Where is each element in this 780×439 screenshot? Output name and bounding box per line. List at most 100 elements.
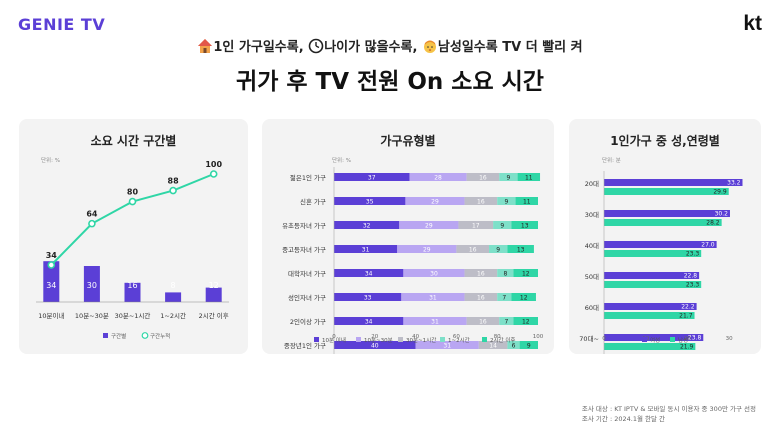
legend-swatch — [670, 337, 675, 342]
segment-value-label: 9 — [496, 247, 500, 254]
y-tick-label: 중장년1인 가구 — [284, 341, 326, 350]
segment-value-label: 8 — [503, 271, 507, 278]
stacked-bar-segment — [401, 293, 465, 301]
x-tick-label: 20 — [371, 334, 378, 340]
stacked-bar-segment — [464, 197, 498, 205]
bar-value-label: 12 — [209, 281, 219, 290]
y-tick-label: 70대~ — [579, 335, 599, 343]
stacked-bar-segment — [334, 293, 402, 301]
chart-title: 소요 시간 구간별 — [90, 134, 177, 148]
segment-value-label: 37 — [368, 175, 376, 182]
household-type-chart: 단위: % 젊은1인 가구 37 28 16 9 11 신혼 가구 35 29 16 9 11 유초등자녀… — [282, 156, 544, 354]
legend-label: 2시간 이후 — [490, 336, 516, 344]
y-tick-label: 2인이상 가구 — [290, 317, 326, 326]
x-tick-label: 40 — [412, 334, 419, 340]
y-tick-label: 대학자녀 가구 — [288, 269, 326, 278]
subtitle-part-1: 1인 가구일수록, — [213, 40, 304, 55]
legend-swatch — [642, 337, 647, 342]
stacked-bar-segment — [513, 317, 538, 325]
bar-value-label: 28.2 — [706, 220, 720, 227]
bar-value-label: 8 — [171, 281, 176, 290]
stacked-bar-segment — [466, 317, 500, 325]
segment-value-label: 11 — [523, 199, 531, 206]
stacked-bar-segment — [513, 269, 538, 277]
bar — [604, 188, 729, 195]
legend-label: 10분~30분 — [364, 337, 393, 344]
survey-footnote-line: 조사 기간 : 2024.1월 한달 간 — [581, 415, 666, 423]
segment-value-label: 13 — [517, 247, 525, 254]
cumulative-value-label: 34 — [46, 251, 58, 260]
bar — [604, 312, 695, 319]
y-tick-label: 50대 — [585, 273, 599, 281]
bar — [604, 343, 696, 350]
stacked-bar-segment — [497, 269, 514, 277]
x-tick-label: 10분~30분 — [75, 312, 109, 320]
stacked-bar-segment — [499, 317, 514, 325]
segment-value-label: 29 — [431, 199, 439, 206]
bar-value-label: 21.9 — [680, 344, 694, 351]
subtitle-part-2: 나이가 많을수록, — [324, 40, 418, 55]
x-tick-label: 100 — [533, 334, 544, 340]
bar — [604, 334, 704, 341]
segment-value-label: 12 — [522, 319, 530, 326]
bar — [604, 241, 717, 248]
stacked-bar-segment — [511, 293, 536, 301]
bar-value-label: 33.2 — [727, 180, 741, 187]
segment-value-label: 16 — [477, 295, 485, 302]
y-tick-label: 40대 — [585, 242, 599, 250]
segment-value-label: 16 — [469, 247, 477, 254]
segment-value-label: 33 — [364, 295, 372, 302]
cumulative-point — [169, 186, 177, 195]
segment-value-label: 7 — [502, 295, 506, 302]
stacked-bar-segment — [519, 341, 538, 349]
bar-value-label: 16 — [127, 281, 137, 290]
segment-value-label: 12 — [522, 271, 530, 278]
legend-swatch — [314, 337, 319, 342]
bar — [43, 261, 60, 302]
bar — [604, 272, 700, 279]
y-tick-label: 중고등자녀 가구 — [282, 245, 326, 254]
x-tick-label: 80 — [494, 334, 501, 340]
y-tick-label: 젊은1인 가구 — [290, 173, 326, 182]
stacked-bar-segment — [334, 317, 404, 325]
segment-value-label: 12 — [520, 295, 528, 302]
stacked-bar-segment — [507, 245, 534, 253]
segment-value-label: 16 — [477, 271, 485, 278]
segment-value-label: 31 — [362, 247, 370, 254]
segment-value-label: 40 — [371, 343, 379, 350]
bar — [604, 179, 743, 186]
segment-value-label: 7 — [504, 319, 508, 326]
chart-panel-time-interval: 소요 시간 구간별 단위: % 34 10분이내 30 10분~30분 16 30분~1시간… — [19, 119, 248, 354]
legend-label: 구간별 — [111, 332, 126, 340]
subtitle-part-3: 남성일수록 TV 더 빨리 켜 — [437, 40, 583, 55]
stacked-bar-segment — [515, 197, 538, 205]
y-tick-label: 30대 — [585, 211, 599, 219]
legend-label: 남성 — [678, 336, 688, 344]
stacked-bar-segment — [464, 293, 498, 301]
stacked-bar-segment — [415, 341, 479, 349]
segment-value-label: 31 — [443, 343, 451, 350]
stacked-bar-segment — [334, 173, 410, 181]
bar — [604, 210, 730, 217]
segment-value-label: 31 — [431, 319, 439, 326]
legend-swatch — [141, 332, 149, 339]
x-tick-label: 20 — [684, 336, 691, 342]
bar-value-label: 30.2 — [715, 211, 729, 218]
segment-value-label: 29 — [423, 247, 431, 254]
stacked-bar-segment — [489, 245, 508, 253]
chart-title: 가구유형별 — [380, 134, 436, 148]
bar — [604, 303, 697, 310]
stacked-bar-segment — [409, 173, 467, 181]
segment-value-label: 34 — [365, 271, 373, 278]
bar — [205, 287, 222, 302]
bar-value-label: 22.2 — [681, 304, 695, 311]
segment-value-label: 30 — [430, 271, 438, 278]
y-tick-label: 유초등자녀 가구 — [282, 221, 326, 230]
cumulative-value-label: 64 — [86, 210, 98, 219]
stacked-bar-segment — [499, 173, 518, 181]
y-tick-label: 20대 — [585, 180, 599, 188]
segment-value-label: 29 — [425, 223, 433, 230]
stacked-bar-segment — [507, 341, 520, 349]
cumulative-point — [47, 261, 56, 269]
